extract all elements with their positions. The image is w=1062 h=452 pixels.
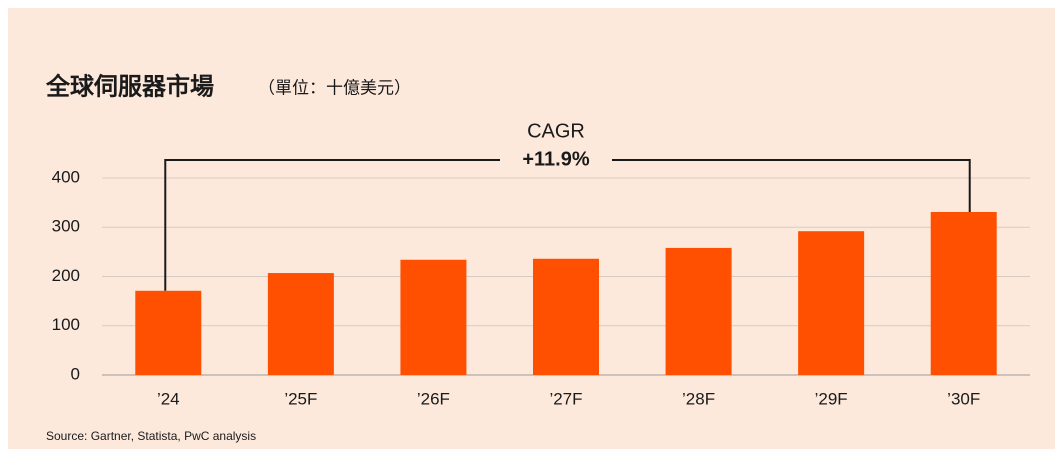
- x-tick-label: ’30F: [947, 389, 980, 408]
- x-tick-label: ’27F: [549, 389, 582, 408]
- x-tick-label: ’26F: [417, 389, 450, 408]
- y-tick-label: 0: [71, 364, 80, 383]
- bar: [930, 211, 997, 375]
- bar: [135, 290, 202, 375]
- bar: [267, 273, 334, 375]
- chart-subtitle: （單位：十億美元）: [258, 78, 411, 97]
- y-tick-label: 100: [52, 315, 80, 334]
- cagr-bracket: [612, 159, 971, 212]
- y-tick-label: 400: [52, 167, 80, 186]
- x-tick-label: ’28F: [682, 389, 715, 408]
- y-tick-label: 200: [52, 266, 80, 285]
- cagr-bracket: [164, 159, 500, 291]
- bar: [665, 247, 732, 375]
- x-tick-label: ’25F: [284, 389, 317, 408]
- chart-title: 全球伺服器市場: [45, 72, 214, 100]
- source: Source: Gartner, Statista, PwC analysis: [46, 429, 256, 443]
- y-tick-label: 300: [52, 217, 80, 236]
- x-tick-label: ’29F: [815, 389, 848, 408]
- bar: [533, 258, 599, 375]
- bar: [400, 259, 467, 375]
- bar: [798, 231, 865, 375]
- annotation-value: +11.9%: [522, 148, 590, 170]
- x-tick-label: ’24: [157, 389, 180, 408]
- annotation-label: CAGR: [527, 120, 585, 142]
